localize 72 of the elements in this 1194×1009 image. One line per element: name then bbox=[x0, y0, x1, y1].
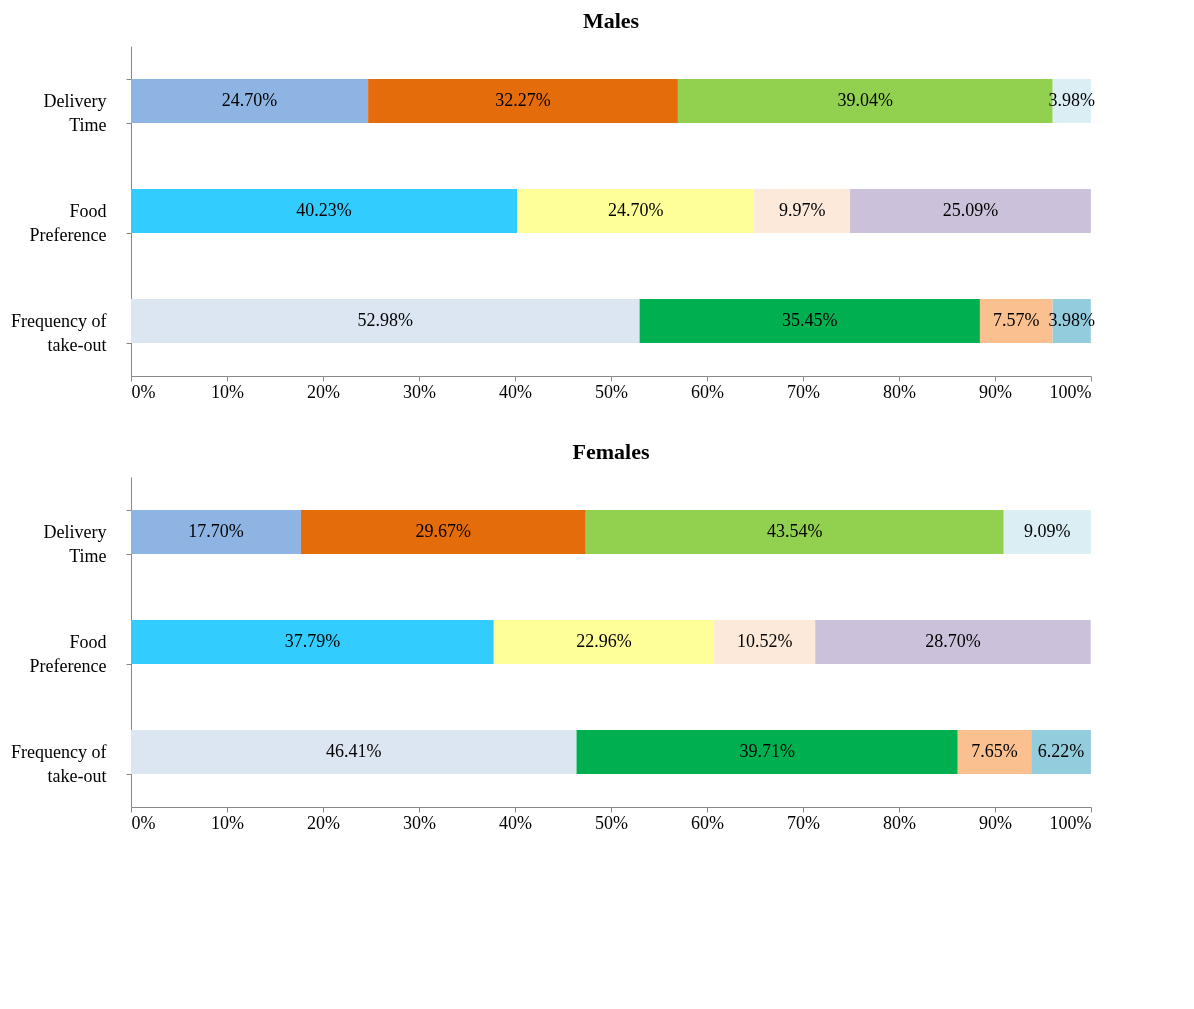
bar bbox=[300, 510, 586, 554]
y-tick-label: Frequency of take-out bbox=[11, 741, 107, 786]
data-label: 39.71% bbox=[739, 741, 795, 761]
bar bbox=[815, 620, 1091, 664]
y-tick-label: Delivery Time bbox=[43, 521, 107, 566]
data-label: 28.70% bbox=[925, 631, 981, 651]
bar bbox=[576, 730, 958, 774]
bar bbox=[131, 510, 301, 554]
x-tick-label: 80% bbox=[883, 812, 916, 833]
bar bbox=[639, 299, 980, 343]
data-label: 17.70% bbox=[188, 521, 244, 541]
data-label: 32.27% bbox=[495, 90, 551, 110]
x-tick-label: 90% bbox=[979, 812, 1012, 833]
bar bbox=[517, 189, 755, 233]
x-tick-label: 30% bbox=[403, 381, 436, 402]
x-tick-label: 20% bbox=[307, 812, 340, 833]
x-tick-label: 10% bbox=[211, 381, 244, 402]
y-tick-label: Delivery Time bbox=[43, 90, 107, 135]
bar bbox=[714, 620, 816, 664]
x-tick-label: 60% bbox=[691, 381, 724, 402]
data-label: 9.09% bbox=[1024, 521, 1071, 541]
x-tick-label: 70% bbox=[787, 381, 820, 402]
bar bbox=[368, 79, 678, 123]
bar bbox=[957, 730, 1032, 774]
bar bbox=[493, 620, 715, 664]
bar bbox=[850, 189, 1091, 233]
bar bbox=[585, 510, 1004, 554]
data-label: 40.23% bbox=[296, 200, 352, 220]
data-label: 7.65% bbox=[971, 741, 1018, 761]
x-tick-label: 100% bbox=[1049, 812, 1092, 833]
y-tick-label: Food Preference bbox=[29, 200, 107, 245]
data-label: 46.41% bbox=[326, 741, 382, 761]
data-label: 10.52% bbox=[736, 631, 793, 651]
data-label: 37.79% bbox=[284, 631, 341, 651]
data-label: 9.97% bbox=[778, 200, 826, 220]
y-tick-label: Food Preference bbox=[29, 631, 107, 676]
x-tick-label: 40% bbox=[499, 381, 532, 402]
data-label: 25.09% bbox=[942, 200, 999, 220]
data-label: 35.45% bbox=[782, 310, 838, 330]
data-label: 3.98% bbox=[1048, 310, 1095, 330]
bar bbox=[131, 189, 518, 233]
data-label: 6.22% bbox=[1037, 741, 1085, 761]
data-label: 52.98% bbox=[357, 310, 414, 330]
x-tick-label: 0% bbox=[131, 812, 156, 833]
x-tick-label: 90% bbox=[979, 381, 1012, 402]
data-label: 29.67% bbox=[415, 521, 472, 541]
bar bbox=[131, 79, 369, 123]
data-label: 39.04% bbox=[837, 90, 894, 110]
x-tick-label: 60% bbox=[691, 812, 724, 833]
x-tick-label: 50% bbox=[595, 381, 628, 402]
x-tick-label: 70% bbox=[787, 812, 820, 833]
data-label: 24.70% bbox=[608, 200, 664, 220]
x-tick-label: 0% bbox=[131, 381, 156, 402]
x-tick-label: 80% bbox=[883, 381, 916, 402]
bar bbox=[754, 189, 851, 233]
x-tick-label: 40% bbox=[499, 812, 532, 833]
x-tick-label: 30% bbox=[403, 812, 436, 833]
data-label: 7.57% bbox=[993, 310, 1040, 330]
data-label: 22.96% bbox=[576, 631, 632, 651]
x-tick-label: 10% bbox=[211, 812, 244, 833]
data-label: 24.70% bbox=[221, 90, 278, 110]
x-tick-label: 50% bbox=[595, 812, 628, 833]
x-tick-label: 20% bbox=[307, 381, 340, 402]
bar bbox=[131, 299, 640, 343]
bar bbox=[1003, 510, 1091, 554]
data-label: 43.54% bbox=[766, 521, 823, 541]
x-tick-label: 100% bbox=[1049, 381, 1092, 402]
chart-title: Females bbox=[572, 439, 650, 464]
y-tick-label: Frequency of take-out bbox=[11, 310, 107, 355]
bar bbox=[131, 730, 577, 774]
chart-title: Males bbox=[582, 8, 640, 33]
bar bbox=[131, 620, 494, 664]
